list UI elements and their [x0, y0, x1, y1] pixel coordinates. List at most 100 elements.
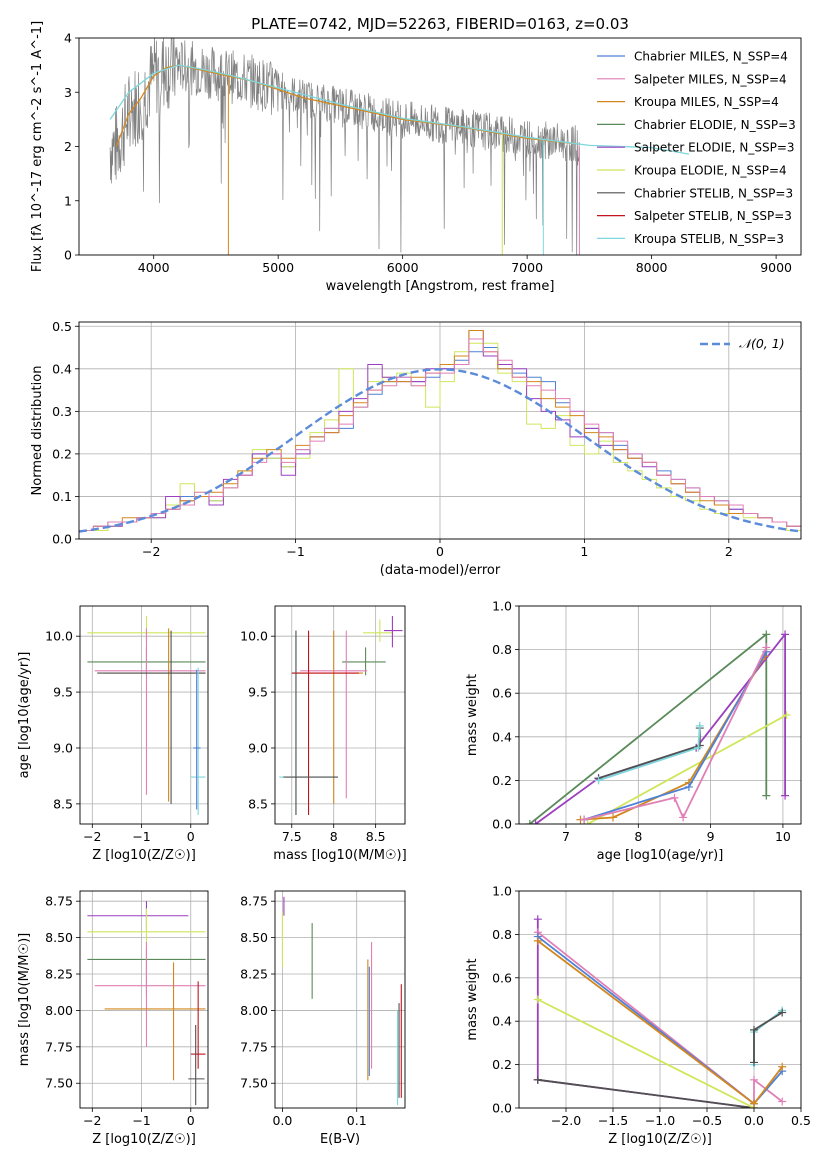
mass-vs-ebv-panel: 0.0 0.1 7.50 7.75 8.00 8.25 8.50 8.75 E(B-V)	[240, 890, 406, 1147]
x-axis-label: E(B-V)	[320, 1132, 360, 1147]
legend-label: Chabrier MILES, N_SSP=4	[634, 50, 788, 64]
y-tick-label: 0.0	[52, 532, 72, 547]
weight-line	[598, 725, 701, 782]
y-tick-label: 8.5	[248, 796, 268, 811]
x-tick-label: 9	[707, 829, 715, 844]
weight-marker	[778, 1097, 787, 1106]
spectrum-plot-area	[109, 38, 690, 255]
x-tick-label: 7	[562, 829, 570, 844]
x-axis-label: age [log10(age/yr)]	[597, 848, 724, 863]
y-tick-label: 0.2	[492, 773, 512, 788]
residuals-grid	[79, 322, 801, 540]
y-tick-label: 0.1	[52, 489, 72, 504]
y-tick-label: 8.5	[53, 796, 73, 811]
weight-marker	[694, 743, 703, 752]
figure-title: PLATE=0742, MJD=52263, FIBERID=0163, z=0…	[251, 15, 629, 33]
age_vs_mass-grid	[275, 606, 405, 824]
weight-marker	[781, 791, 790, 800]
mass-vs-metallicity-panel: −2 −1 0 7.50 7.75 8.00 8.25 8.50 8.75 Z [log10(Z/…	[17, 890, 209, 1147]
mass_vs_ebv-grid	[275, 891, 405, 1108]
weight-line	[537, 931, 783, 1105]
age_vs_mass-plot-area	[279, 616, 403, 816]
x-tick-label: −1.0	[645, 1113, 675, 1128]
x-axis-label: wavelength [Angstrom, rest frame]	[326, 279, 555, 294]
age_vs_Z-plot-area	[87, 616, 206, 816]
mass_vs_Z-frame	[79, 890, 209, 1109]
x-tick-label: −0.5	[692, 1113, 722, 1128]
legend-label: Kroupa MILES, N_SSP=4	[634, 95, 779, 109]
weight-line	[753, 1009, 783, 1065]
y-tick-label: 8.00	[240, 1003, 268, 1018]
y-tick-label: 0.4	[52, 361, 72, 376]
weight-marker	[781, 630, 790, 639]
y-tick-label: 8.75	[45, 894, 73, 909]
weight-marker	[533, 1075, 542, 1084]
y-axis-label: Flux [fλ 10^-17 erg cm^-2 s^-1 A^-1]	[30, 21, 45, 272]
x-axis-label: (data-model)/error	[380, 563, 501, 578]
legend-label: Salpeter STELIB, N_SSP=3	[634, 209, 792, 223]
legend-label: Chabrier STELIB, N_SSP=3	[634, 186, 793, 200]
residuals-histogram-panel: −2 −1 0 1 2 0.0 0.1 0.2 0.3 0.4 0.5 (data-model)/er…	[30, 319, 802, 578]
weight-marker	[750, 1025, 758, 1034]
weight-line	[753, 1011, 783, 1063]
weight-marker	[695, 721, 704, 730]
histogram-step	[79, 338, 801, 539]
x-tick-label: 0	[436, 544, 444, 559]
y-tick-label: 0.0	[492, 1101, 512, 1116]
x-tick-label: 0	[187, 829, 195, 844]
weight-line	[587, 714, 787, 824]
observed-spectrum-line	[109, 38, 580, 255]
weight-marker	[679, 813, 688, 822]
x-tick-label: 8	[330, 829, 338, 844]
x-tick-label: −1	[286, 544, 304, 559]
model-spectrum-line	[109, 64, 690, 155]
weight-line	[537, 998, 755, 1108]
x-tick-label: 9000	[760, 260, 792, 275]
x-tick-label: 8.5	[366, 829, 386, 844]
y-tick-label: 8.75	[240, 894, 268, 909]
legend-label: Kroupa ELODIE, N_SSP=4	[634, 164, 787, 178]
weight-marker	[533, 915, 542, 924]
mass-weight-vs-metallicity-panel: −2.0 −1.5 −1.0 −0.5 0.0 0.5 0.0 0.2 0.4 0.6 0.8 1.0…	[465, 884, 811, 1148]
weight-marker	[670, 793, 679, 802]
weight-line	[583, 647, 768, 821]
x-tick-label: 6000	[387, 260, 419, 275]
weight-marker	[684, 782, 693, 791]
x-tick-label: 10	[775, 829, 791, 844]
y-tick-label: 0.8	[492, 642, 512, 657]
x-tick-label: 0.0	[272, 1113, 292, 1128]
weight-marker	[750, 1075, 758, 1084]
y-tick-label: 0.4	[492, 729, 512, 744]
y-tick-label: 8.25	[240, 967, 268, 982]
y-tick-label: 0.2	[492, 1057, 512, 1072]
y-tick-label: 10.0	[240, 629, 268, 644]
weight-marker	[533, 995, 542, 1004]
x-tick-label: 2	[725, 544, 733, 559]
legend-label: Chabrier ELODIE, N_SSP=3	[634, 118, 796, 132]
residuals-frame	[78, 321, 802, 540]
mass_vs_Z-plot-area	[87, 901, 206, 1106]
weight-marker	[580, 815, 589, 824]
y-tick-label: 0	[64, 248, 72, 263]
y-tick-label: 0.6	[492, 970, 512, 985]
x-tick-label: 0.5	[791, 1113, 811, 1128]
weight-marker	[525, 820, 534, 824]
mass_weight_vs_age-plot-area	[525, 630, 791, 824]
x-tick-label: −1	[132, 1113, 150, 1128]
y-axis-label: mass weight	[465, 674, 480, 756]
y-axis-label: mass [log10(M/M☉)]	[17, 933, 32, 1066]
legend-label: Salpeter MILES, N_SSP=4	[634, 72, 787, 86]
weight-marker	[750, 1099, 758, 1108]
weight-marker	[583, 820, 592, 824]
y-tick-label: 3	[64, 85, 72, 100]
y-tick-label: 0.4	[492, 1014, 512, 1029]
y-tick-label: 8.25	[45, 967, 73, 982]
mass_weight_vs_age-frame	[518, 605, 802, 825]
weight-marker	[531, 820, 540, 824]
x-tick-label: 0.1	[347, 1113, 367, 1128]
y-tick-label: 7.75	[240, 1039, 268, 1054]
weight-line	[580, 655, 766, 821]
y-tick-label: 2	[64, 139, 72, 154]
x-tick-label: −2	[83, 829, 101, 844]
